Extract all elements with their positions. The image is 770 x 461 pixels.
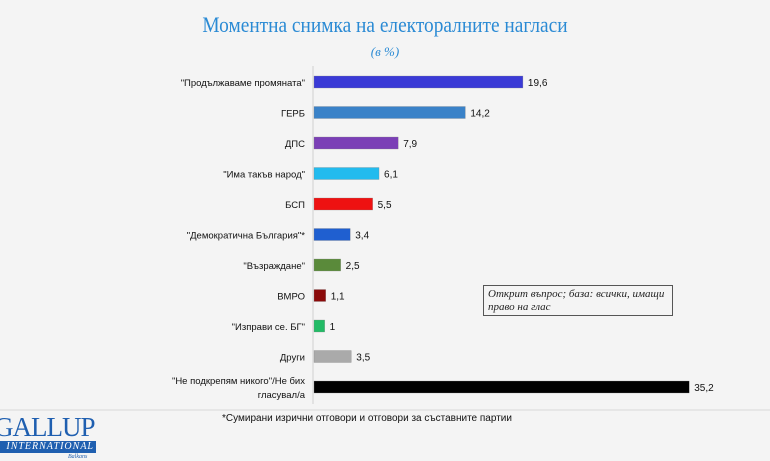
category-label: "Продължаваме промяната" bbox=[181, 78, 305, 89]
bar bbox=[313, 136, 399, 150]
logo-line-3: Balkans bbox=[68, 454, 88, 460]
category-label: "Възраждане" bbox=[243, 261, 305, 272]
category-label: "Изправи се. БГ" bbox=[232, 322, 305, 333]
bar bbox=[313, 380, 690, 394]
bar bbox=[313, 258, 341, 272]
bar bbox=[313, 167, 380, 180]
gallup-logo: GALLUP INTERNATIONAL Balkans bbox=[0, 415, 100, 461]
data-label: 7,9 bbox=[403, 139, 417, 150]
category-label: ДПС bbox=[285, 139, 305, 150]
category-label: БСП bbox=[285, 200, 305, 211]
bar bbox=[313, 319, 325, 333]
bar bbox=[313, 350, 352, 363]
data-label: 1 bbox=[330, 322, 336, 333]
category-label: "Не подкрепям никого"/Не бих гласувал/а bbox=[172, 376, 306, 401]
data-label: 2,5 bbox=[346, 261, 360, 272]
logo-line-1: GALLUP bbox=[0, 415, 95, 441]
bar bbox=[313, 289, 326, 302]
methodology-note: Открит въпрос; база: всички, имащи право… bbox=[483, 285, 673, 316]
category-label: "Има такъв народ" bbox=[223, 170, 305, 181]
chart-subtitle: (в %) bbox=[370, 44, 400, 59]
data-label: 14,2 bbox=[470, 109, 490, 120]
data-label: 6,1 bbox=[384, 170, 398, 181]
category-label: ГЕРБ bbox=[281, 109, 305, 120]
data-label: 5,5 bbox=[378, 200, 392, 211]
bar bbox=[313, 228, 351, 241]
footnote: *Сумирани изрични отговори и отговори за… bbox=[222, 413, 512, 424]
data-label: 1,1 bbox=[331, 292, 345, 303]
category-label: "Демократична България"* bbox=[187, 231, 306, 242]
data-label: 35,2 bbox=[694, 383, 714, 394]
bar bbox=[313, 197, 373, 211]
logo-line-2: INTERNATIONAL bbox=[0, 441, 96, 453]
data-label: 3,4 bbox=[355, 231, 369, 242]
bar bbox=[313, 75, 524, 89]
chart-title: Моментна снимка на електоралните нагласи bbox=[202, 12, 568, 37]
category-label: ВМРО bbox=[277, 292, 305, 303]
category-label: Други bbox=[280, 353, 305, 364]
data-label: 3,5 bbox=[356, 353, 370, 364]
data-label: 19,6 bbox=[528, 78, 548, 89]
bar bbox=[313, 106, 466, 119]
